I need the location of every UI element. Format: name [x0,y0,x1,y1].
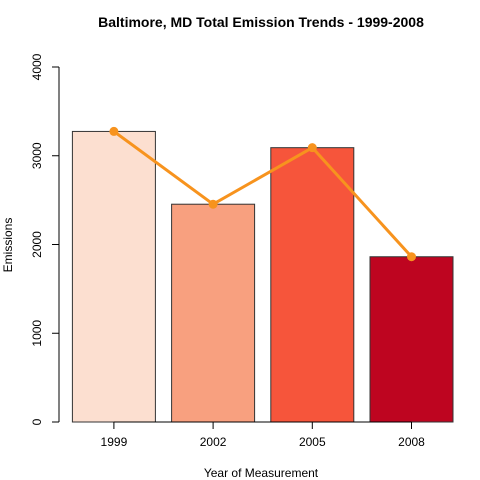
trend-point-2005 [307,143,317,153]
y-tick-label-4000: 4000 [30,53,44,80]
x-tick-label-2008: 2008 [398,435,425,449]
bar-1999 [71,130,156,423]
bar-2008 [369,256,454,423]
x-axis-label: Year of Measurement [204,466,319,480]
trend-point-1999 [109,126,119,136]
bar-2002 [171,203,256,423]
x-axis: 1999 2002 2005 2008 [101,421,425,449]
y-axis-label: Emissions [1,218,15,273]
y-tick-label-2000: 2000 [30,231,44,258]
chart-title: Baltimore, MD Total Emission Trends - 19… [98,14,424,30]
trend-line [113,130,413,258]
y-tick-label-3000: 3000 [30,142,44,169]
x-tick-label-2005: 2005 [299,435,326,449]
trend-point-2002 [208,199,218,209]
y-tick-label-0: 0 [30,418,44,425]
line-overlay-group [109,126,416,262]
y-axis: 0 1000 2000 3000 4000 [30,53,60,425]
x-tick-label-2002: 2002 [200,435,227,449]
trend-point-2008 [407,252,416,262]
x-tick-label-1999: 1999 [101,435,128,449]
bar-2005 [270,147,355,423]
y-tick-label-1000: 1000 [30,320,44,347]
